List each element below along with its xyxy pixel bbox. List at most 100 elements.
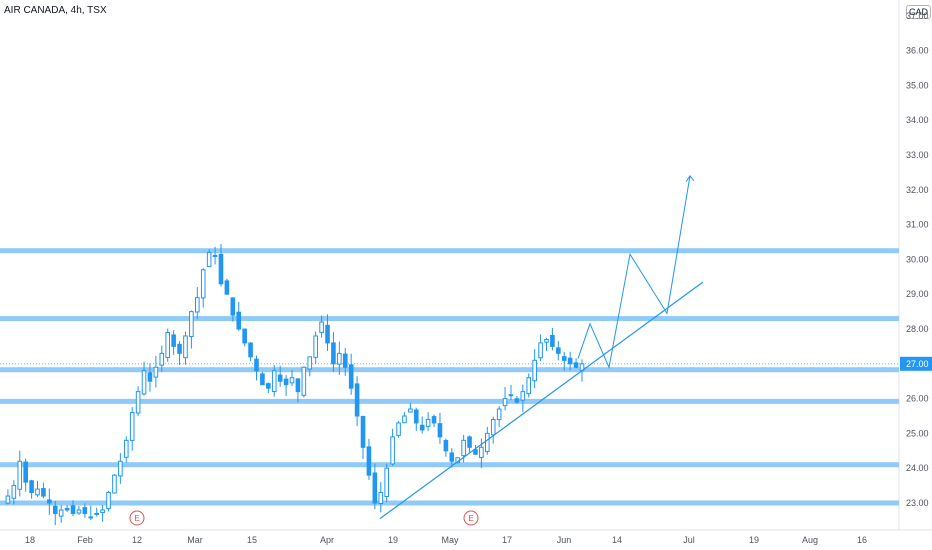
candle-body <box>242 328 247 344</box>
candle-body <box>419 424 425 431</box>
candle-body <box>307 356 313 370</box>
candle-body <box>301 366 307 396</box>
candle-body <box>567 357 573 365</box>
candle-body <box>337 352 342 365</box>
candle-body <box>100 509 105 514</box>
price-axis[interactable]: 23.00 24.00 25.00 26.00 27.00 28.00 29.00 30.00… <box>900 11 932 508</box>
candle-body <box>70 505 76 514</box>
candle-body <box>319 321 324 333</box>
candle-body <box>354 383 360 417</box>
candle-body <box>141 370 147 395</box>
candle-body <box>189 311 194 337</box>
time-tick-label: 12 <box>132 535 142 545</box>
candle-body <box>200 269 206 299</box>
price-tick-label: 32.00 <box>906 185 929 195</box>
candle-body <box>236 311 242 330</box>
candle-body <box>378 492 384 504</box>
current-price-label: 27.00 <box>906 359 929 369</box>
candle-body <box>47 499 52 504</box>
time-tick-label: 14 <box>612 535 622 545</box>
candle-body <box>94 512 99 515</box>
time-tick-label: May <box>441 535 459 545</box>
candle-body <box>556 347 561 354</box>
candle-body <box>195 297 200 313</box>
candle-body <box>218 254 224 285</box>
horizontal-level-line <box>0 462 899 468</box>
candle-body <box>348 364 354 389</box>
candle-body <box>514 398 520 403</box>
candle-body <box>532 359 537 382</box>
candle-body <box>408 408 413 413</box>
time-tick-label: Apr <box>320 535 334 545</box>
trend-drawings[interactable] <box>379 175 704 520</box>
price-tick-label: 33.00 <box>906 150 929 160</box>
price-tick-label: 30.00 <box>906 254 929 264</box>
candle-body <box>325 324 330 344</box>
candle-body <box>17 460 23 490</box>
price-tick-label: 37.00 <box>906 11 929 21</box>
candle-body <box>496 408 502 421</box>
chart-title: AIR CANADA, 4h, TSX <box>4 5 107 16</box>
earnings-marker-label: E <box>468 514 473 523</box>
price-tick-label: 23.00 <box>906 498 929 508</box>
candle-body <box>35 488 40 496</box>
candle-body <box>295 378 301 393</box>
earnings-marker <box>129 510 145 526</box>
horizontal-level-line <box>0 500 899 506</box>
earnings-marker <box>463 510 479 526</box>
projection-arrowhead <box>685 175 695 183</box>
candle-body <box>171 334 176 347</box>
candle-body <box>224 280 230 295</box>
currency-badge[interactable]: CAD <box>906 5 932 19</box>
candle-body <box>29 480 34 494</box>
time-axis[interactable]: 18 Feb 12 Mar 15 Apr 19 May 17 Jun 14 Jul 19 Aug 16 <box>25 535 867 545</box>
candle-body <box>183 335 188 359</box>
rising-trendline <box>379 281 704 520</box>
candle-body <box>88 516 94 519</box>
candle-body <box>360 416 366 448</box>
candle-body <box>230 297 236 316</box>
horizontal-level-line <box>0 398 899 404</box>
candle-body <box>82 507 88 514</box>
candle-body <box>390 436 395 465</box>
time-tick-label: Jun <box>557 535 572 545</box>
candle-body <box>135 391 141 414</box>
candle-body <box>165 331 171 359</box>
candle-body <box>431 416 437 424</box>
candle-body <box>473 449 478 455</box>
candle-body <box>271 370 277 393</box>
price-tick-label: 26.00 <box>906 394 929 404</box>
horizontal-level-line <box>0 316 899 322</box>
candle-body <box>283 378 289 386</box>
candle-body <box>159 352 165 366</box>
candle-body <box>277 374 283 382</box>
candle-body <box>467 436 472 448</box>
candle-body <box>437 423 443 438</box>
candle-body <box>23 461 28 483</box>
candle-body <box>508 394 514 397</box>
candle-body <box>5 495 11 504</box>
time-tick-label: 18 <box>25 535 35 545</box>
projection-path <box>577 175 691 369</box>
candle-body <box>485 432 490 452</box>
candle-body <box>254 358 259 372</box>
candle-body <box>11 485 17 499</box>
candle-body <box>289 377 295 384</box>
candle-body <box>331 342 336 365</box>
candle-body <box>413 409 419 424</box>
price-tick-label: 28.00 <box>906 324 929 334</box>
time-tick-label: Jul <box>683 535 695 545</box>
time-tick-label: 19 <box>388 535 398 545</box>
time-tick-label: Feb <box>77 535 93 545</box>
horizontal-levels[interactable] <box>0 248 899 506</box>
price-tick-label: 29.00 <box>906 289 929 299</box>
price-tick-label: 31.00 <box>906 220 929 230</box>
candle-body <box>41 488 46 497</box>
candle-body <box>443 439 449 452</box>
candle-body <box>212 254 218 257</box>
candle-body <box>260 373 265 386</box>
candle-body <box>561 356 567 361</box>
candle-body <box>384 467 389 497</box>
